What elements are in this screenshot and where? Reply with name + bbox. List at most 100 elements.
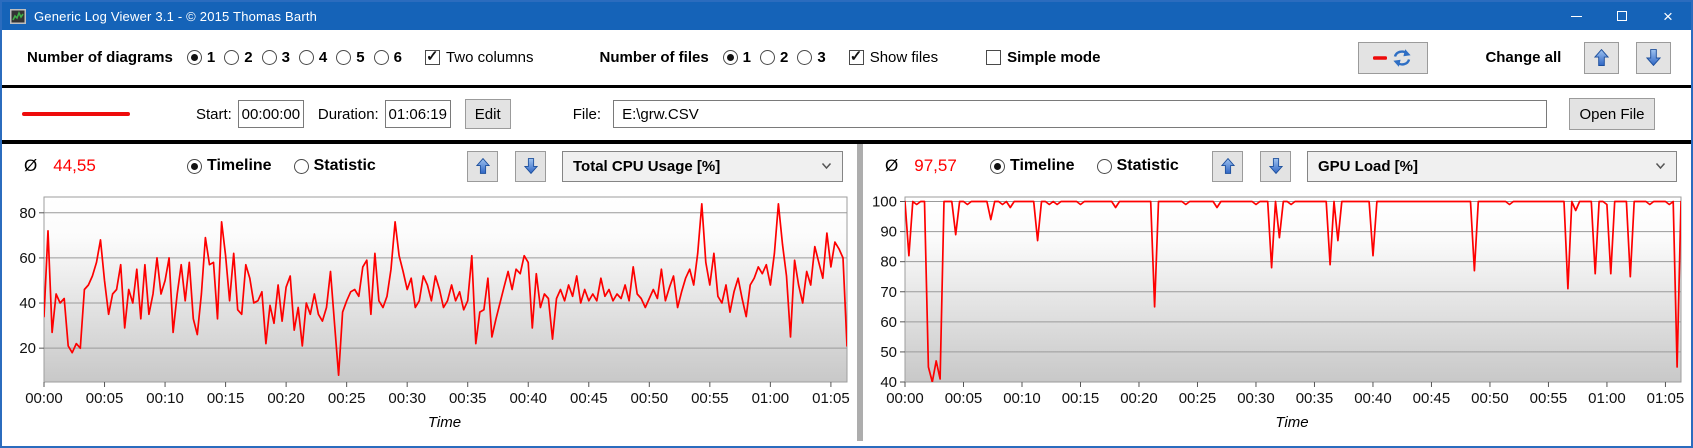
diagram-count-option-4[interactable]: 4 <box>298 49 327 66</box>
minimize-button[interactable] <box>1553 2 1599 30</box>
gpu-panel-header: Ø 97,57 Timeline Statistic GPU Load [%] <box>863 144 1691 188</box>
gpu-signal-select[interactable]: GPU Load [%] <box>1307 150 1677 182</box>
svg-text:00:45: 00:45 <box>1413 390 1451 407</box>
file-count-option-2[interactable]: 2 <box>760 49 788 66</box>
open-file-button[interactable]: Open File <box>1569 98 1655 130</box>
file-count-option-1[interactable]: 1 <box>722 49 751 66</box>
file-path-input[interactable] <box>613 100 1547 128</box>
radio-icon[interactable] <box>373 50 389 65</box>
maximize-button[interactable] <box>1599 2 1645 30</box>
close-button[interactable]: × <box>1645 2 1691 30</box>
diagram-count-radio-group: 1 2 3 4 5 6 <box>186 49 402 66</box>
diagram-count-option-6[interactable]: 6 <box>373 49 402 66</box>
two-columns-checkbox[interactable]: Two columns <box>424 47 533 66</box>
svg-text:00:50: 00:50 <box>1471 390 1509 407</box>
radio-icon[interactable] <box>989 158 1005 174</box>
cpu-usage-chart: 20 40 60 80 00:00 00:05 00:10 00:15 00:20 00:25 00… <box>19 196 850 407</box>
change-all-down-button[interactable] <box>1636 41 1672 74</box>
file-count-radio-group: 1 2 3 <box>722 49 826 66</box>
cpu-move-up-button[interactable] <box>467 150 498 182</box>
radio-icon[interactable] <box>336 50 352 65</box>
selected-signal: Total CPU Usage [%] <box>573 157 721 175</box>
svg-text:70: 70 <box>880 284 897 301</box>
timeline-option[interactable]: Timeline <box>186 157 272 175</box>
checkbox-icon[interactable] <box>848 47 864 65</box>
show-files-checkbox[interactable]: Show files <box>848 47 938 66</box>
radio-icon[interactable] <box>298 50 314 65</box>
diagrams-label: Number of diagrams <box>27 49 173 66</box>
radio-icon[interactable] <box>722 50 738 65</box>
chevron-down-icon <box>821 162 832 170</box>
radio-icon[interactable] <box>224 50 240 65</box>
simple-mode-checkbox[interactable]: Simple mode <box>986 49 1100 66</box>
cpu-move-down-button[interactable] <box>515 150 546 182</box>
average-symbol: Ø <box>24 156 38 175</box>
radio-icon[interactable] <box>1096 158 1112 174</box>
radio-icon[interactable] <box>797 50 813 65</box>
diagram-count-option-5[interactable]: 5 <box>336 49 365 66</box>
cpu-panel-header: Ø 44,55 Timeline Statistic Total CPU Usa… <box>2 144 857 188</box>
gpu-move-up-button[interactable] <box>1212 150 1243 182</box>
svg-text:00:00: 00:00 <box>886 390 924 407</box>
cpu-signal-select[interactable]: Total CPU Usage [%] <box>562 150 843 182</box>
radio-icon[interactable] <box>186 158 202 174</box>
svg-text:01:05: 01:05 <box>812 390 850 407</box>
panel-divider[interactable] <box>857 144 863 441</box>
radio-icon[interactable] <box>186 50 202 65</box>
arrow-up-icon <box>1220 157 1235 174</box>
svg-text:00:20: 00:20 <box>267 390 305 407</box>
change-all-label: Change all <box>1485 49 1562 66</box>
average-value: 44,55 <box>53 156 96 175</box>
svg-text:60: 60 <box>880 314 897 331</box>
svg-text:60: 60 <box>19 250 36 267</box>
red-line-refresh-icon <box>1373 48 1412 67</box>
svg-text:00:05: 00:05 <box>86 390 124 407</box>
arrow-up-icon <box>475 157 490 174</box>
svg-text:40: 40 <box>19 295 36 312</box>
svg-text:00:25: 00:25 <box>328 390 366 407</box>
svg-text:00:45: 00:45 <box>570 390 608 407</box>
series-style-refresh-button[interactable] <box>1358 41 1429 74</box>
checkbox-icon[interactable] <box>986 50 1002 65</box>
radio-icon[interactable] <box>293 158 309 174</box>
duration-input[interactable] <box>384 100 451 128</box>
radio-icon[interactable] <box>261 50 277 65</box>
svg-text:00:00: 00:00 <box>25 390 63 407</box>
diagram-count-option-2[interactable]: 2 <box>224 49 253 66</box>
file-count-option-3[interactable]: 3 <box>797 49 826 66</box>
svg-text:100: 100 <box>872 194 897 211</box>
file-series-color-swatch <box>22 112 130 116</box>
cpu-x-axis-title: Time <box>427 414 462 431</box>
gpu-diagram-panel: Ø 97,57 Timeline Statistic GPU Load [%] <box>863 144 1691 441</box>
svg-text:40: 40 <box>880 374 897 391</box>
diagram-count-option-3[interactable]: 3 <box>261 49 290 66</box>
duration-label: Duration: <box>317 105 379 123</box>
statistic-option[interactable]: Statistic <box>293 157 376 175</box>
window-title: Generic Log Viewer 3.1 - © 2015 Thomas B… <box>34 8 318 24</box>
change-all-up-button[interactable] <box>1584 41 1620 74</box>
start-time-input[interactable] <box>237 100 304 128</box>
average-symbol: Ø <box>885 156 899 175</box>
svg-text:00:50: 00:50 <box>631 390 669 407</box>
title-bar: Generic Log Viewer 3.1 - © 2015 Thomas B… <box>2 2 1691 30</box>
selected-signal: GPU Load [%] <box>1318 157 1418 175</box>
gpu-load-chart: 40 50 60 70 80 90 100 00:00 00:05 00:10 00:15 00:20… <box>872 194 1684 407</box>
gpu-move-down-button[interactable] <box>1260 150 1291 182</box>
svg-text:00:20: 00:20 <box>1120 390 1158 407</box>
svg-text:20: 20 <box>19 340 36 357</box>
svg-text:00:10: 00:10 <box>146 390 184 407</box>
timeline-option[interactable]: Timeline <box>989 157 1075 175</box>
edit-button[interactable]: Edit <box>464 99 511 129</box>
checkbox-icon[interactable] <box>424 47 440 65</box>
average-readout: Ø 44,55 <box>24 156 96 176</box>
diagram-count-option-1[interactable]: 1 <box>186 49 215 66</box>
svg-text:00:40: 00:40 <box>509 390 547 407</box>
svg-text:00:35: 00:35 <box>1296 390 1334 407</box>
statistic-option[interactable]: Statistic <box>1096 157 1179 175</box>
file-bar: Start: Duration: Edit File: Open File <box>2 88 1691 144</box>
radio-icon[interactable] <box>760 50 776 65</box>
arrow-down-icon <box>1268 158 1283 175</box>
svg-text:00:15: 00:15 <box>1062 390 1100 407</box>
arrow-down-icon <box>1646 49 1662 67</box>
